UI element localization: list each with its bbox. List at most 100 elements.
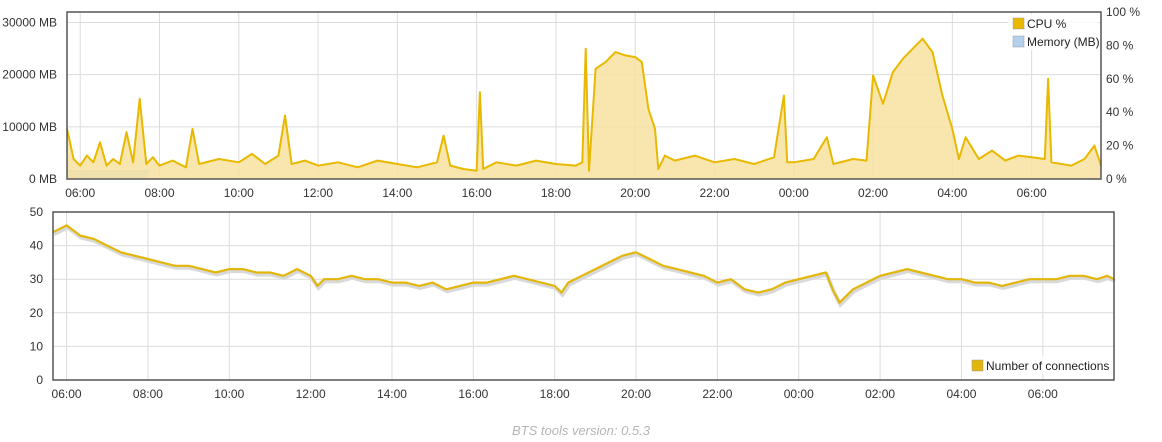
connections-point xyxy=(743,288,746,291)
cpu-point xyxy=(783,94,785,97)
legend-swatch-connections xyxy=(971,359,984,372)
cpu-point xyxy=(112,158,114,160)
connections-point xyxy=(296,268,298,270)
cpu-point xyxy=(634,56,636,58)
cpu-point xyxy=(238,161,240,164)
x-tick-label: 20:00 xyxy=(620,186,650,200)
connections-point xyxy=(540,281,542,284)
x-tick-label: 00:00 xyxy=(779,186,809,200)
legend-label-cpu: CPU % xyxy=(1027,17,1067,31)
connections-point xyxy=(987,281,990,284)
x-tick-label: 22:00 xyxy=(702,387,732,401)
connections-point xyxy=(906,268,908,270)
x-tick-label: 06:00 xyxy=(1028,387,1058,401)
cpu-point xyxy=(304,159,306,162)
connections-point xyxy=(703,275,705,277)
connections-point xyxy=(689,271,692,274)
x-tick-label: 04:00 xyxy=(946,387,976,401)
connections-point xyxy=(1082,275,1085,277)
x-tick-label: 12:00 xyxy=(296,387,326,401)
connections-point xyxy=(377,278,380,281)
plot-area xyxy=(53,212,1114,380)
y-right-tick-label: 0 % xyxy=(1106,172,1127,186)
x-tick-label: 06:00 xyxy=(65,186,95,200)
connections-point xyxy=(770,288,773,291)
cpu-point xyxy=(872,74,874,77)
legend: CPU % Memory (MB) xyxy=(1008,14,1100,50)
cpu-point xyxy=(664,154,666,157)
connections-point xyxy=(879,275,881,277)
cpu-point xyxy=(594,68,597,70)
plot-frame xyxy=(66,11,1102,180)
cpu-point xyxy=(1044,158,1046,160)
cpu-point xyxy=(396,163,399,165)
charts-canvas: 06:00 08:00 10:00 12:00 14:00 16:00 18:00 20:00… xyxy=(2,5,1140,401)
cpu-point xyxy=(72,158,75,160)
connections-point xyxy=(445,288,448,291)
cpu-point xyxy=(79,164,81,167)
connections-point xyxy=(120,251,122,254)
cpu-point xyxy=(191,128,194,130)
cpu-point xyxy=(442,134,445,137)
cpu-point xyxy=(674,159,676,162)
cpu-point xyxy=(1093,144,1096,147)
legend-box xyxy=(967,356,1111,374)
cpu-memory-chart: 06:00 08:00 10:00 12:00 14:00 16:00 18:00 20:00… xyxy=(2,5,1140,200)
connections-point xyxy=(472,281,475,284)
connections-point xyxy=(594,268,597,270)
cpu-point xyxy=(449,164,452,167)
legend-swatch-cpu xyxy=(1012,17,1025,30)
cpu-point xyxy=(584,47,587,50)
connections-point xyxy=(269,271,271,274)
connections-point xyxy=(648,258,651,260)
y-right-tick-label: 80 % xyxy=(1106,38,1134,52)
connections-point xyxy=(933,275,936,277)
connections-point xyxy=(567,281,569,284)
cpu-point xyxy=(436,161,438,164)
connections-point xyxy=(255,271,258,274)
connections-point xyxy=(920,271,922,274)
cpu-point xyxy=(555,163,557,165)
connections-point xyxy=(825,271,827,274)
connections-point xyxy=(838,301,841,304)
cpu-point xyxy=(138,98,141,100)
cpu-point xyxy=(482,168,485,170)
cpu-point xyxy=(119,163,121,165)
cpu-point xyxy=(826,136,828,139)
cpu-point xyxy=(132,161,134,164)
connections-point xyxy=(553,285,556,287)
x-tick-label: 08:00 xyxy=(133,387,163,401)
connections-point xyxy=(133,254,136,257)
cpu-point xyxy=(171,159,174,162)
connections-point xyxy=(316,285,319,287)
connections-point xyxy=(214,271,217,274)
cpu-point xyxy=(773,156,775,159)
connections-point xyxy=(947,278,949,281)
x-tick-label: 14:00 xyxy=(377,387,407,401)
cpu-point xyxy=(991,149,993,152)
cpu-point xyxy=(1030,156,1033,159)
cpu-point xyxy=(284,114,286,117)
cpu-point xyxy=(218,158,220,160)
cpu-point xyxy=(92,161,95,164)
cpu-point xyxy=(198,163,200,165)
cpu-point xyxy=(574,164,577,167)
cpu-point xyxy=(786,161,788,164)
connections-point xyxy=(784,281,786,284)
y-tick-label: 30 xyxy=(30,272,44,286)
connections-point xyxy=(459,285,461,287)
cpu-point xyxy=(641,61,643,63)
connections-point xyxy=(242,268,244,270)
connections-point xyxy=(974,281,976,284)
cpu-point xyxy=(852,158,854,160)
cpu-point xyxy=(277,154,280,157)
cpu-point xyxy=(624,54,627,57)
cpu-point xyxy=(911,47,914,50)
connections-point xyxy=(892,271,895,274)
cpu-point xyxy=(733,158,736,160)
cpu-point xyxy=(158,164,161,167)
legend: Number of connections xyxy=(967,356,1111,374)
connections-point xyxy=(1014,281,1017,284)
cpu-point xyxy=(290,163,293,165)
x-tick-label: 00:00 xyxy=(784,387,814,401)
